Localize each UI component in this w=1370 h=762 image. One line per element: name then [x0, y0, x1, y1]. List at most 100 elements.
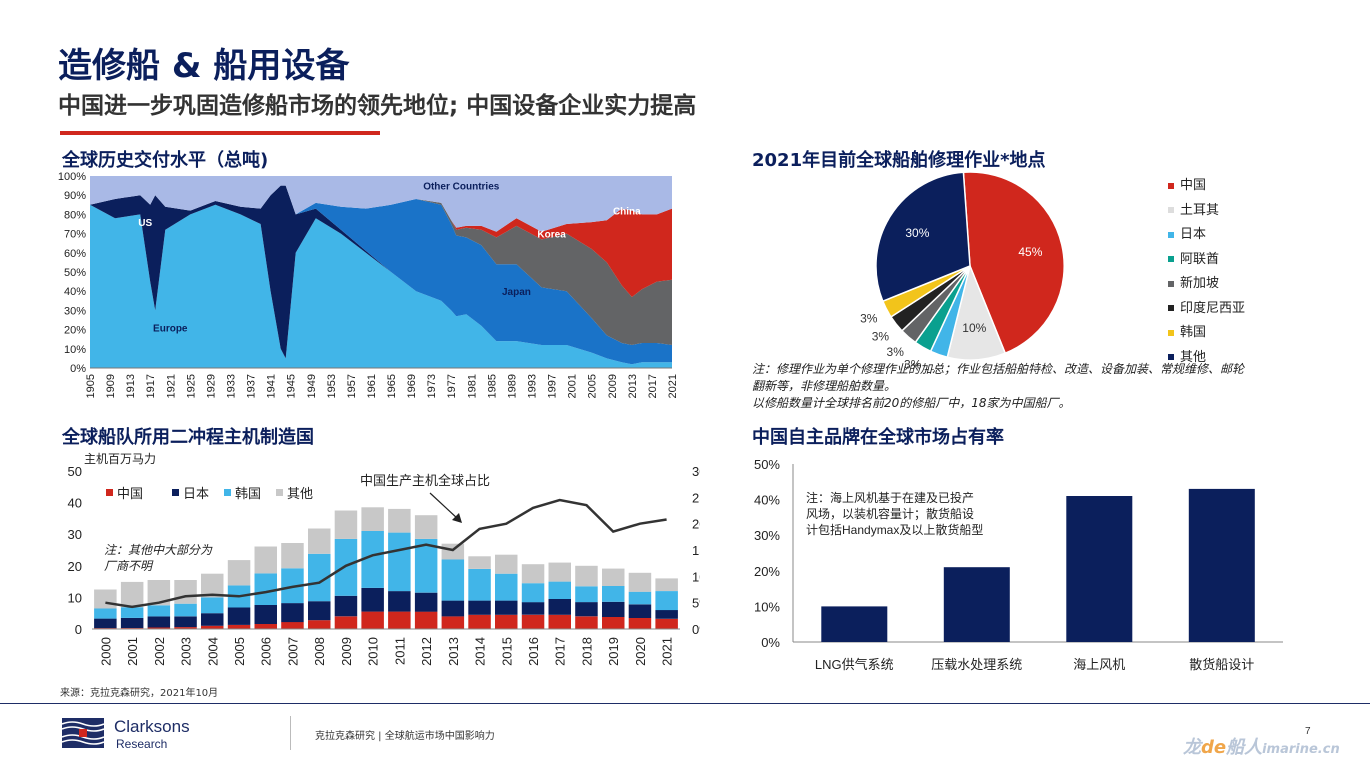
legend-swatch: [1168, 231, 1174, 238]
pie-legend-item: 其他: [1168, 346, 1206, 365]
bar-segment-3: [281, 543, 304, 569]
pie-slice-0: [962, 171, 1065, 355]
pie-label-5: 3%: [872, 330, 890, 344]
pie-label-7: 30%: [905, 226, 929, 240]
section-title-market-share: 中国自主品牌在全球市场占有率: [752, 427, 1004, 448]
pie-label-1: 10%: [962, 321, 986, 335]
x-tick-label: 2017: [553, 637, 568, 666]
y-tick-label: 50: [68, 464, 82, 479]
footer-separator: [290, 716, 291, 750]
section-title-repair: 2021年目前全球船舶修理作业*地点: [752, 150, 1046, 171]
area-label-other-countries: Other Countries: [423, 181, 500, 192]
bar-segment-1: [120, 617, 144, 628]
annotation-arrowhead: [452, 513, 462, 523]
x-tick-label: 1981: [466, 374, 478, 398]
y-tick-label: 90%: [64, 190, 86, 202]
bar-segment-2: [521, 583, 545, 603]
pie-legend-item: 中国: [1168, 174, 1206, 193]
bar-segment-1: [468, 600, 491, 615]
x-tick-label: 2021: [660, 637, 675, 666]
bar-segment-1: [281, 603, 304, 623]
legend-label: 日本: [1180, 227, 1207, 242]
pie-note-line2: 翻新等，非修理船舶数量。: [752, 379, 897, 393]
legend-label: 中国: [117, 486, 143, 501]
bar-segment-0: [227, 624, 251, 629]
pie-note-line3: 以修船数量计全球排名前20的修船厂中，18家为中国船厂。: [752, 396, 1071, 410]
bar-segment-2: [201, 597, 224, 614]
x-tick-label: 1957: [346, 374, 358, 398]
watermark-a: 龙: [1183, 737, 1201, 758]
y2-tick-label: 10%: [692, 569, 700, 584]
legend-swatch: [1168, 182, 1174, 189]
watermark-b: de: [1201, 737, 1227, 758]
bar-segment-0: [441, 616, 465, 629]
y-tick-label: 10%: [64, 344, 86, 356]
bar-segment-3: [655, 578, 678, 591]
x-tick-label: 1993: [527, 374, 539, 398]
bar-segment-3: [308, 528, 331, 554]
bar-segment-2: [308, 553, 331, 602]
bar-segment-3: [414, 515, 438, 539]
x-tick-label: 2003: [179, 637, 194, 666]
x-tick-label: 2021: [667, 374, 679, 398]
pie-legend: 中国 土耳其 日本 阿联酋 新加坡 印度尼西亚 韩国 其他: [1168, 174, 1288, 374]
legend-label: 韩国: [1180, 325, 1207, 340]
market-share-bar-chart: 0% 10% 20% 30% 40% 50% LNG供气系统 压载水处理系统 海上风机 散货船设计…: [754, 457, 1283, 672]
legend-swatch: [1168, 280, 1174, 287]
pie-label-6: 3%: [860, 312, 878, 326]
bar-segment-2: [441, 559, 465, 601]
bar-segment-1: [147, 616, 171, 628]
bar-segment-2: [414, 538, 438, 593]
y2-tick-label: 0%: [692, 622, 700, 637]
line-annotation: 中国生产主机全球占比: [360, 473, 490, 488]
x-tick-label: 2001: [567, 374, 579, 398]
y-tick-label: 80%: [64, 209, 86, 221]
bar-segment-2: [174, 603, 197, 617]
bar-segment-1: [334, 595, 358, 617]
bar-segment-2: [468, 569, 491, 601]
brand-name: Clarksons: [114, 717, 190, 736]
x-category-label: 压载水处理系统: [931, 657, 1022, 672]
area-label-us: US: [138, 218, 152, 229]
y-tick-label: 10%: [754, 599, 780, 614]
y-tick-label: 40%: [754, 493, 780, 508]
x-tick-label: 1965: [386, 374, 398, 398]
legend-swatch: [1168, 305, 1174, 311]
legend-swatch: [276, 489, 283, 496]
bar-segment-0: [174, 627, 197, 629]
footer-text: 克拉克森研究 | 全球航运市场中国影响力: [315, 731, 495, 742]
area-label-china: China: [613, 206, 641, 217]
clarksons-logo-icon: [61, 718, 105, 748]
bar-segment-1: [308, 601, 331, 621]
x-tick-label: 2007: [285, 637, 300, 666]
legend-swatch: [1168, 354, 1174, 360]
x-tick-label: 2005: [587, 374, 599, 398]
x-tick-label: 1949: [306, 374, 318, 398]
bar-segment-1: [361, 587, 384, 612]
x-category-label: 海上风机: [1073, 657, 1125, 672]
y2-tick-label: 5%: [692, 596, 700, 611]
x-tick-label: 2020: [633, 637, 648, 666]
bar-segment-2: [548, 581, 571, 599]
y-tick-label: 30%: [754, 528, 780, 543]
legend-label: 中国: [1180, 178, 1207, 193]
y-tick-label: 30: [68, 527, 82, 542]
pie-note: 注：修理作业为单个修理作业的加总；作业包括船舶特检、改造、设备加装、常规维修、邮…: [752, 361, 1312, 412]
y-tick-label: 60%: [64, 248, 86, 260]
x-tick-label: 1945: [286, 374, 298, 398]
legend-label: 新加坡: [1180, 276, 1220, 291]
bar-segment-1: [602, 601, 625, 617]
share-note-line3: 计包括Handymax及以上散货船型: [806, 522, 983, 537]
bar-segment-1: [254, 605, 277, 624]
x-tick-label: 2018: [579, 637, 594, 666]
bar-segment-0: [575, 616, 598, 629]
bar-segment-0: [548, 614, 571, 629]
bar-segment-0: [388, 611, 411, 629]
bar-segment-1: [575, 602, 598, 617]
source-note: 来源：克拉克森研究，2021年10月: [60, 688, 219, 699]
bar-segment-1: [441, 600, 465, 617]
bar-segment-1: [655, 610, 678, 619]
bar-segment-2: [628, 591, 652, 605]
x-tick-label: 1921: [165, 374, 177, 398]
y-tick-label: 20%: [754, 564, 780, 579]
